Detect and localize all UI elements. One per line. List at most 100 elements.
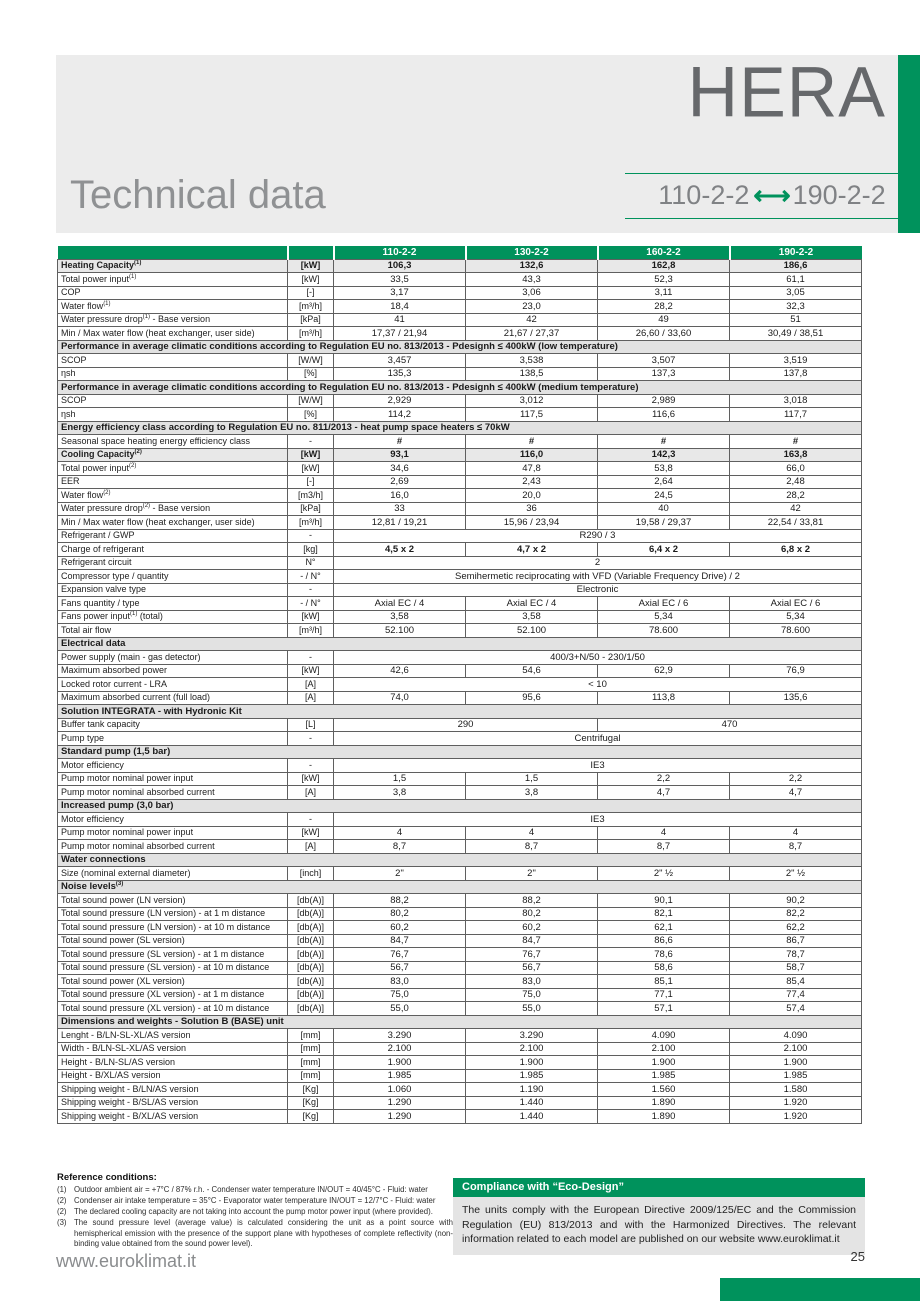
row-value: 28,2	[597, 299, 730, 314]
row-value: 77,1	[597, 987, 730, 1002]
table-row: Total sound pressure (SL version) - at 1…	[57, 960, 862, 975]
row-value: 4	[333, 825, 466, 840]
product-logo: HERA	[687, 52, 886, 132]
table-row: Total sound pressure (XL version) - at 1…	[57, 987, 862, 1002]
row-label: Total sound pressure (LN version) - at 1…	[57, 920, 288, 935]
row-label: Pump motor nominal absorbed current	[57, 785, 288, 800]
row-value: 75,0	[465, 987, 598, 1002]
row-label: Power supply (main - gas detector)	[57, 650, 288, 665]
row-value: 4	[729, 825, 862, 840]
row-unit: [mm]	[287, 1041, 334, 1056]
row-value: 49	[597, 312, 730, 327]
row-value: 76,7	[333, 947, 466, 962]
row-value: 62,1	[597, 920, 730, 935]
row-value: 74,0	[333, 690, 466, 705]
row-value: 36	[465, 501, 598, 516]
row-value: 162,8	[597, 258, 730, 273]
model-column-header: 160-2-2	[596, 246, 730, 260]
row-value: 2	[333, 555, 862, 570]
section-label: Energy efficiency class according to Reg…	[57, 420, 862, 435]
table-row: Lenght - B/LN-SL-XL/AS version [mm] 3.290 3…	[57, 1028, 862, 1043]
row-value: R290 / 3	[333, 528, 862, 543]
website-link[interactable]: www.euroklimat.it	[56, 1251, 197, 1271]
row-unit: [kW]	[287, 447, 334, 462]
row-value: 2,48	[729, 474, 862, 489]
row-label: Total sound pressure (SL version) - at 1…	[57, 947, 288, 962]
row-label: Buffer tank capacity	[57, 717, 288, 732]
row-unit: [db(A)]	[287, 1001, 334, 1016]
row-value: 138,5	[465, 366, 598, 381]
row-value: 4,7	[729, 785, 862, 800]
model-column-header: 110-2-2	[332, 246, 466, 260]
table-row: Maximum absorbed current (full load) [A] 7…	[57, 690, 862, 705]
note-text: Condenser air intake temperature = 35°C …	[74, 1196, 436, 1206]
green-accent-bar	[898, 55, 920, 233]
row-value: 61,1	[729, 272, 862, 287]
row-value: 41	[333, 312, 466, 327]
table-row: Maximum absorbed power [kW] 42,6 54,6 62,9 76…	[57, 663, 862, 678]
row-value: 2,64	[597, 474, 730, 489]
row-value: 114,2	[333, 407, 466, 422]
row-value: 2,2	[729, 771, 862, 786]
row-unit: [kW]	[287, 272, 334, 287]
row-value: 83,0	[465, 974, 598, 989]
note-text: Outdoor ambient air = +7°C / 87% r.h. - …	[74, 1185, 428, 1194]
row-value: 1,5	[465, 771, 598, 786]
table-row: Shipping weight - B/LN/AS version [Kg] 1.0…	[57, 1082, 862, 1097]
row-value: 186,6	[729, 258, 862, 273]
section-label: Noise levels(3)	[57, 879, 862, 894]
row-value: 1.560	[597, 1082, 730, 1097]
note-text: The sound pressure level (average value)…	[74, 1218, 453, 1248]
row-value: 2,989	[597, 393, 730, 408]
row-value: 3,457	[333, 353, 466, 368]
row-value: 1.900	[729, 1055, 862, 1070]
row-value: 85,4	[729, 974, 862, 989]
section-row: Performance in average climatic conditio…	[57, 339, 862, 354]
row-unit: -	[287, 434, 334, 449]
row-label: Size (nominal external diameter)	[57, 866, 288, 881]
row-unit: [kPa]	[287, 312, 334, 327]
row-value: 1.985	[729, 1068, 862, 1083]
row-value: 1.290	[333, 1095, 466, 1110]
table-row: Water pressure drop(2) - Base version [kP…	[57, 501, 862, 516]
row-unit: -	[287, 582, 334, 597]
row-value: 56,7	[465, 960, 598, 975]
table-header-row: 110-2-2 130-2-2 160-2-2 190-2-2	[57, 246, 862, 260]
row-label: Pump motor nominal power input	[57, 771, 288, 786]
row-value: #	[465, 434, 598, 449]
table-row: Total sound power (LN version) [db(A)] 88,…	[57, 893, 862, 908]
page-title: Technical data	[70, 173, 326, 217]
table-row: Total sound power (XL version) [db(A)] 83,…	[57, 974, 862, 989]
row-unit: [A]	[287, 839, 334, 854]
row-label: Shipping weight - B/LN/AS version	[57, 1082, 288, 1097]
row-value: 24,5	[597, 488, 730, 503]
row-value: 4.090	[729, 1028, 862, 1043]
row-unit: [m³/h]	[287, 623, 334, 638]
section-row: Increased pump (3,0 bar)	[57, 798, 862, 813]
table-row: SCOP [W/W] 3,457 3,538 3,507 3,519	[57, 353, 862, 368]
row-unit: [m3/h]	[287, 488, 334, 503]
row-label: Compressor type / quantity	[57, 569, 288, 584]
table-row: Shipping weight - B/XL/AS version [Kg] 1.2…	[57, 1109, 862, 1124]
row-unit: [db(A)]	[287, 906, 334, 921]
row-value: 23,0	[465, 299, 598, 314]
row-value: 82,2	[729, 906, 862, 921]
row-unit: [mm]	[287, 1055, 334, 1070]
row-value: 1.920	[729, 1109, 862, 1124]
table-row: Height - B/XL/AS version [mm] 1.985 1.985 1.…	[57, 1068, 862, 1083]
row-value: 4.090	[597, 1028, 730, 1043]
range-to: 190-2-2	[792, 180, 886, 210]
row-value: 3,58	[333, 609, 466, 624]
row-value: 60,2	[465, 920, 598, 935]
row-value: 1.440	[465, 1095, 598, 1110]
row-value: 117,7	[729, 407, 862, 422]
table-row: Refrigerant circuit N° 2	[57, 555, 862, 570]
row-value: 52,3	[597, 272, 730, 287]
section-label: Increased pump (3,0 bar)	[57, 798, 862, 813]
table-row: Pump motor nominal power input [kW] 4 4 4 4	[57, 825, 862, 840]
table-row: Height - B/LN-SL/AS version [mm] 1.900 1.90…	[57, 1055, 862, 1070]
row-value: 57,4	[729, 1001, 862, 1016]
row-value: 2" ½	[597, 866, 730, 881]
row-value: 4,7	[597, 785, 730, 800]
row-value: 26,60 / 33,60	[597, 326, 730, 341]
